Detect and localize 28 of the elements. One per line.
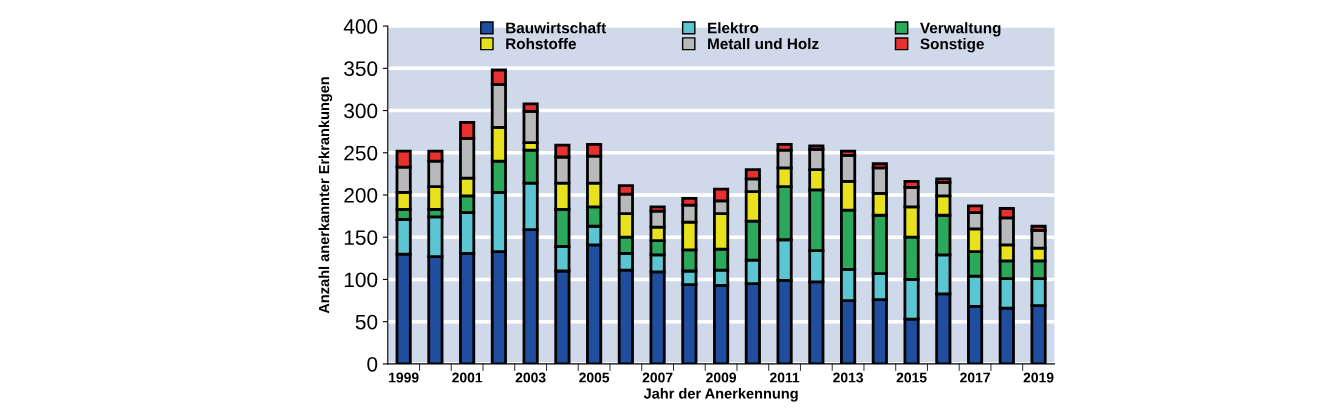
y-tick-label: 400 bbox=[343, 19, 378, 34]
x-tick-label: 2003 bbox=[515, 372, 546, 383]
legend-label: Verwaltung bbox=[920, 22, 1001, 37]
x-tick-label: 2007 bbox=[642, 372, 673, 383]
legend-label: Rohstoffe bbox=[506, 37, 576, 50]
y-tick-label: 50 bbox=[355, 314, 378, 330]
x-tick-label: 2001 bbox=[452, 372, 483, 383]
y-tick-label: 0 bbox=[367, 356, 378, 372]
legend-label: Metall und Holz bbox=[708, 37, 819, 50]
y-tick-label: 100 bbox=[344, 272, 378, 288]
x-tick-label: 2009 bbox=[706, 372, 737, 383]
x-tick-label: 2011 bbox=[770, 372, 800, 383]
x-tick-label: 2013 bbox=[833, 372, 864, 383]
y-axis-title: Anzahl anerkannter Erkrankungen bbox=[318, 77, 333, 314]
y-tick-label: 300 bbox=[344, 103, 378, 119]
legend-label: Sonstige bbox=[920, 38, 984, 53]
y-tick-label: 150 bbox=[344, 230, 378, 245]
x-tick-label: 2005 bbox=[579, 372, 610, 383]
x-tick-label: 2015 bbox=[896, 372, 927, 383]
x-tick-label: 2017 bbox=[960, 372, 990, 383]
x-tick-label: 2019 bbox=[1023, 372, 1054, 383]
legend-label: Bauwirtschaft bbox=[506, 22, 607, 34]
y-tick-label: 200 bbox=[344, 188, 378, 203]
legend-label: Elektro bbox=[708, 22, 759, 34]
x-axis-title: Jahr der Anerkennung bbox=[643, 387, 798, 402]
x-tick-label: 1999 bbox=[389, 372, 419, 383]
y-tick-label: 350 bbox=[344, 61, 378, 77]
y-tick-label: 250 bbox=[344, 145, 378, 161]
